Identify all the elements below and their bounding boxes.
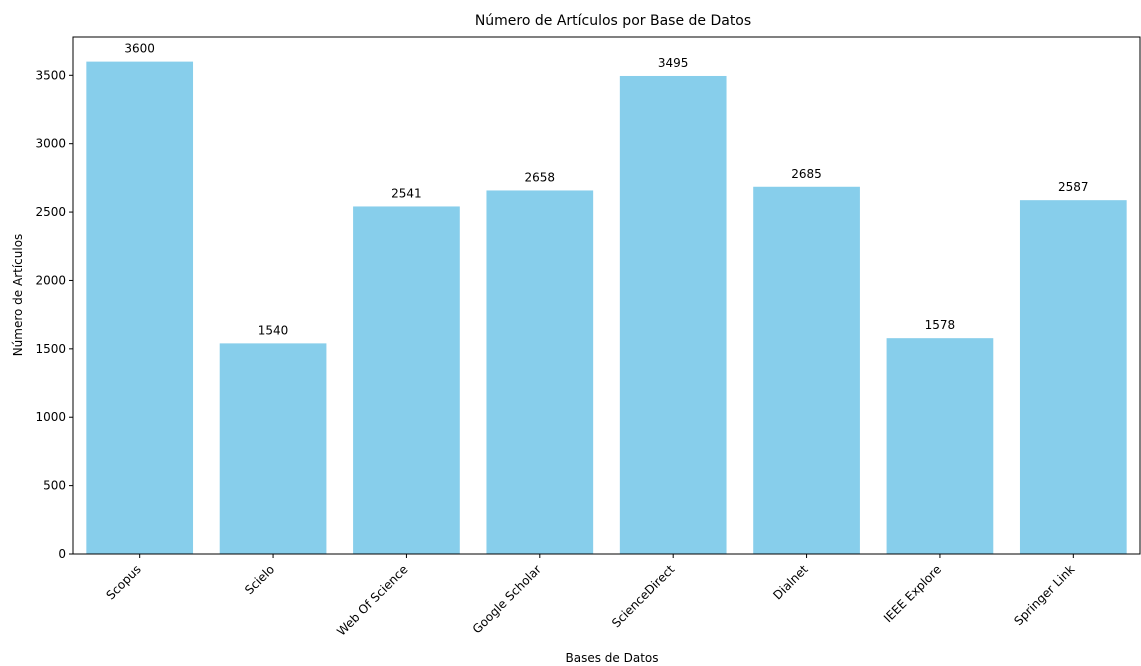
x-tick-label: ScienceDirect	[609, 562, 677, 630]
bar-value-label: 1578	[925, 318, 956, 332]
plot-frame	[72, 36, 1141, 555]
chart-title: Número de Artículos por Base de Datos	[475, 13, 751, 29]
y-axis: 0 500 1000 1500 2000 2500 3000 3500	[35, 68, 73, 561]
y-axis-label: Número de Artículos	[11, 234, 25, 357]
x-tick-label: Springer Link	[1011, 562, 1077, 628]
y-tick-label: 500	[43, 479, 66, 493]
y-tick-label: 3000	[35, 137, 66, 151]
y-tick-label: 1500	[35, 342, 66, 356]
bar-value-label: 2587	[1058, 180, 1089, 194]
bar-value-label: 2658	[525, 170, 556, 184]
bar-value-label: 3495	[658, 56, 689, 70]
bar	[886, 338, 994, 554]
bar-value-label: 1540	[258, 323, 289, 337]
bar	[1019, 200, 1127, 555]
bar-value-label: 3600	[124, 42, 155, 56]
bar-value-label: 2685	[791, 167, 822, 181]
x-tick-label: Dialnet	[770, 562, 810, 602]
bar	[353, 206, 460, 554]
x-tick-label: Scopus	[103, 562, 143, 602]
bars-group: 3600 1540 2541 2658 3495 2685 1578 2587	[86, 42, 1127, 555]
y-tick-label: 2000	[35, 273, 66, 287]
x-tick-label: Web Of Science	[334, 562, 410, 638]
x-tick-label: Google Scholar	[470, 562, 544, 636]
bar	[753, 186, 860, 554]
x-tick-label: IEEE Explore	[881, 562, 944, 625]
x-tick-label: Scielo	[242, 562, 277, 597]
y-tick-label: 3500	[35, 68, 66, 82]
bar	[486, 190, 594, 554]
bar	[219, 343, 327, 554]
y-tick-label: 2500	[35, 205, 66, 219]
y-tick-label: 1000	[35, 410, 66, 424]
y-tick-label: 0	[58, 547, 66, 561]
x-axis: Scopus Scielo Web Of Science Google Scholar…	[103, 554, 1077, 639]
bar	[619, 75, 727, 554]
x-axis-label: Bases de Datos	[566, 651, 659, 665]
bar	[86, 61, 194, 554]
bar-value-label: 2541	[391, 186, 422, 200]
